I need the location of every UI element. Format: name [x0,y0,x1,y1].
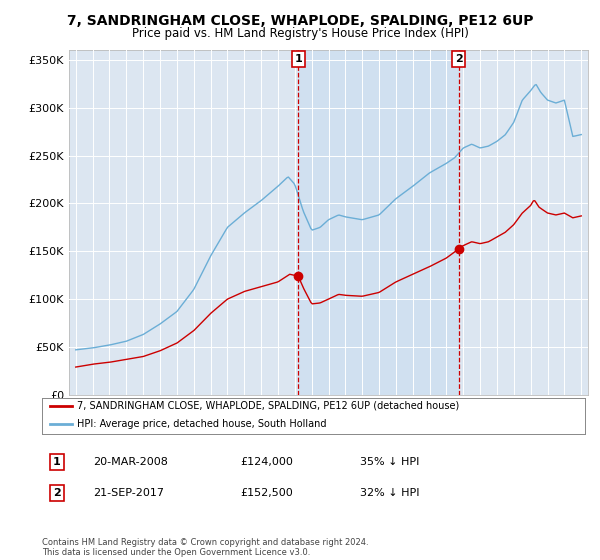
Text: HPI: Average price, detached house, South Holland: HPI: Average price, detached house, Sout… [77,419,327,429]
Text: £152,500: £152,500 [240,488,293,498]
Text: Contains HM Land Registry data © Crown copyright and database right 2024.
This d: Contains HM Land Registry data © Crown c… [42,538,368,557]
Text: 7, SANDRINGHAM CLOSE, WHAPLODE, SPALDING, PE12 6UP (detached house): 7, SANDRINGHAM CLOSE, WHAPLODE, SPALDING… [77,400,460,410]
Text: 2: 2 [53,488,61,498]
Text: Price paid vs. HM Land Registry's House Price Index (HPI): Price paid vs. HM Land Registry's House … [131,27,469,40]
Text: 2: 2 [455,54,463,64]
Text: 20-MAR-2008: 20-MAR-2008 [93,457,168,467]
Text: 1: 1 [53,457,61,467]
Text: £124,000: £124,000 [240,457,293,467]
Text: 1: 1 [295,54,302,64]
Text: 21-SEP-2017: 21-SEP-2017 [93,488,164,498]
Text: 35% ↓ HPI: 35% ↓ HPI [360,457,419,467]
Text: 32% ↓ HPI: 32% ↓ HPI [360,488,419,498]
Text: 7, SANDRINGHAM CLOSE, WHAPLODE, SPALDING, PE12 6UP: 7, SANDRINGHAM CLOSE, WHAPLODE, SPALDING… [67,14,533,28]
Bar [298,50,458,395]
